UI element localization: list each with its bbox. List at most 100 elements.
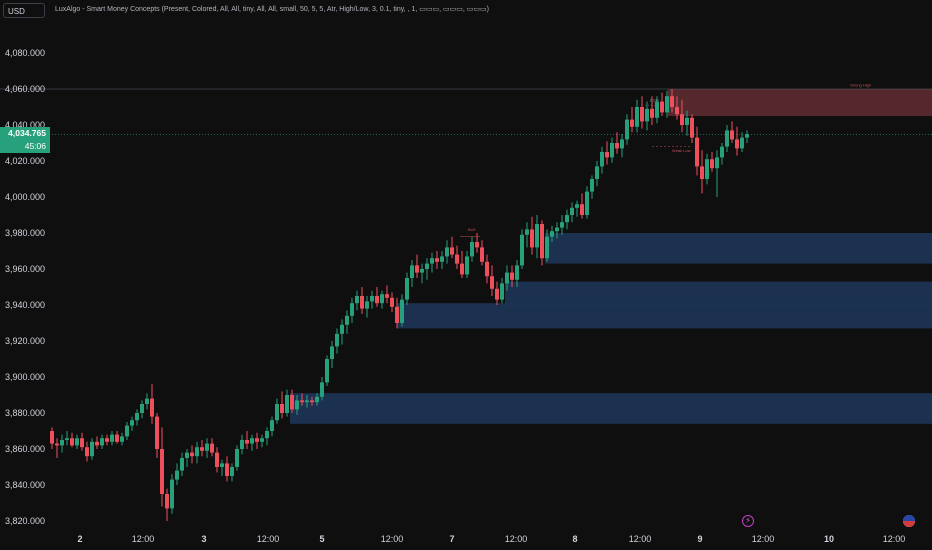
candle-body bbox=[185, 452, 189, 458]
candle-body bbox=[100, 438, 104, 446]
candle-body bbox=[690, 117, 694, 138]
candle-body bbox=[495, 288, 499, 300]
y-tick-label: 3,820.000 bbox=[5, 516, 45, 526]
candle-body bbox=[520, 234, 524, 266]
candle-body bbox=[450, 247, 454, 255]
candle-body bbox=[675, 107, 679, 115]
candle-body bbox=[255, 438, 259, 442]
time-axis[interactable]: 2 12:00 3 12:00 5 12:00 7 12:00 8 12:00 9 12:00 10 12… bbox=[0, 528, 932, 550]
candle-body bbox=[710, 159, 714, 169]
candle-body bbox=[145, 398, 149, 404]
y-tick-label: 4,000.000 bbox=[5, 192, 45, 202]
candle-body bbox=[90, 441, 94, 457]
x-tick-label: 10 bbox=[824, 534, 834, 544]
candle-body bbox=[170, 479, 174, 509]
annotation-label: Strong High bbox=[850, 82, 871, 87]
candle-body bbox=[95, 441, 99, 446]
candle-body bbox=[320, 382, 324, 397]
candle-body bbox=[230, 467, 234, 476]
x-tick-label: 3 bbox=[201, 534, 206, 544]
candle-body bbox=[480, 247, 484, 262]
candle-body bbox=[530, 229, 534, 248]
candle-body bbox=[600, 152, 604, 167]
demand-zone-1 bbox=[505, 281, 932, 305]
y-tick-label: 4,080.000 bbox=[5, 48, 45, 58]
candle-body bbox=[485, 261, 489, 277]
candle-body bbox=[715, 157, 719, 169]
candle-body bbox=[455, 254, 459, 264]
candle-body bbox=[360, 296, 364, 309]
candle-body bbox=[390, 297, 394, 307]
candle-body bbox=[85, 447, 89, 457]
candle-body bbox=[215, 452, 219, 467]
candle-body bbox=[65, 438, 69, 440]
candle-body bbox=[430, 258, 434, 264]
candle-body bbox=[325, 359, 329, 383]
candle-body bbox=[130, 420, 134, 426]
candle-body bbox=[535, 224, 539, 248]
candle-body bbox=[265, 431, 269, 439]
candle-body bbox=[235, 449, 239, 467]
x-tick-label: 12:00 bbox=[381, 534, 404, 544]
x-tick-label: 12:00 bbox=[132, 534, 155, 544]
candle-body bbox=[125, 425, 129, 437]
candle-body bbox=[650, 108, 654, 118]
candle-body bbox=[605, 152, 609, 158]
candle-body bbox=[725, 130, 729, 147]
indicator-legend[interactable]: LuxAlgo - Smart Money Concepts (Present,… bbox=[55, 6, 489, 13]
y-tick-label: 3,980.000 bbox=[5, 228, 45, 238]
x-tick-label: 9 bbox=[697, 534, 702, 544]
candle-body bbox=[410, 265, 414, 278]
candle-body bbox=[205, 443, 209, 451]
candle-body bbox=[280, 404, 284, 413]
candle-body bbox=[225, 463, 229, 476]
candle-body bbox=[105, 438, 109, 442]
candle-body bbox=[555, 227, 559, 232]
candle-body bbox=[490, 276, 494, 289]
x-tick-label: 7 bbox=[449, 534, 454, 544]
candle-body bbox=[505, 272, 509, 284]
y-tick-label: 3,880.000 bbox=[5, 408, 45, 418]
y-tick-label: 3,920.000 bbox=[5, 336, 45, 346]
candle-body bbox=[245, 440, 249, 444]
candle-body bbox=[50, 431, 54, 444]
candle-body bbox=[705, 159, 709, 179]
candle-body bbox=[665, 96, 669, 113]
candle-body bbox=[140, 404, 144, 413]
candle-body bbox=[635, 107, 639, 127]
current-price: 4,034.765 bbox=[8, 128, 46, 138]
candle-body bbox=[595, 166, 599, 179]
x-tick-label: 5 bbox=[319, 534, 324, 544]
candle-body bbox=[695, 137, 699, 167]
candle-body bbox=[540, 224, 544, 259]
y-tick-label: 3,840.000 bbox=[5, 480, 45, 490]
y-tick-label: 3,860.000 bbox=[5, 444, 45, 454]
y-tick-label: 3,940.000 bbox=[5, 300, 45, 310]
currency-selector[interactable]: USD bbox=[3, 3, 45, 18]
candle-body bbox=[350, 303, 354, 316]
x-tick-label: 12:00 bbox=[883, 534, 906, 544]
y-tick-label: 3,900.000 bbox=[5, 372, 45, 382]
lightning-icon[interactable]: ⚡ bbox=[742, 515, 754, 527]
candle-body bbox=[250, 438, 254, 444]
y-tick-label: 4,060.000 bbox=[5, 84, 45, 94]
candle-body bbox=[565, 215, 569, 223]
candle-body bbox=[160, 449, 164, 494]
candle-body bbox=[680, 114, 684, 125]
candle-body bbox=[585, 191, 589, 215]
candle-body bbox=[295, 400, 299, 410]
candle-body bbox=[645, 108, 649, 122]
candle-body bbox=[375, 296, 379, 304]
annotation-label: Weak Low bbox=[672, 148, 691, 153]
x-tick-label: 12:00 bbox=[629, 534, 652, 544]
candle-body bbox=[195, 447, 199, 457]
x-tick-label: 12:00 bbox=[752, 534, 775, 544]
candle-body bbox=[370, 296, 374, 302]
us-flag-icon[interactable] bbox=[903, 515, 915, 527]
candle-body bbox=[580, 204, 584, 215]
x-tick-label: 8 bbox=[572, 534, 577, 544]
candle-body bbox=[685, 117, 689, 125]
candle-body bbox=[200, 447, 204, 451]
candle-body bbox=[240, 440, 244, 449]
